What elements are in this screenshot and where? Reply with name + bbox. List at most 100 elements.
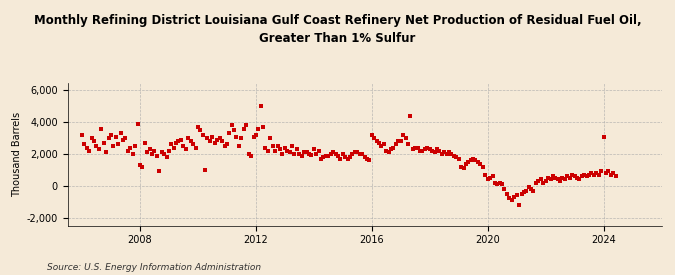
Point [533, 179, 544, 183]
Point [425, 147, 435, 152]
Point [159, 152, 169, 156]
Point [443, 150, 454, 155]
Point [499, 187, 510, 191]
Point [352, 150, 362, 155]
Point [454, 156, 464, 161]
Point [224, 131, 235, 136]
Point [591, 171, 601, 175]
Point [523, 185, 534, 189]
Point [567, 172, 578, 177]
Point [338, 152, 348, 156]
Point [516, 191, 527, 196]
Point [258, 125, 269, 129]
Point [385, 147, 396, 152]
Point [470, 158, 481, 163]
Point [132, 122, 143, 126]
Point [221, 142, 232, 147]
Point [134, 163, 145, 167]
Point [318, 155, 329, 160]
Point [272, 144, 283, 148]
Point [79, 142, 90, 147]
Point [287, 144, 298, 148]
Point [547, 174, 558, 178]
Point [117, 138, 128, 142]
Point [178, 144, 189, 148]
Point [157, 150, 167, 155]
Point [422, 145, 433, 150]
Point [281, 148, 292, 153]
Point [390, 142, 401, 147]
Point [316, 156, 327, 161]
Point [540, 179, 551, 183]
Point [589, 172, 599, 177]
Point [410, 145, 421, 150]
Point [576, 174, 587, 178]
Point [381, 148, 392, 153]
Point [601, 171, 612, 175]
Point [171, 141, 182, 145]
Point [202, 136, 213, 140]
Point [333, 153, 344, 158]
Point [427, 148, 437, 153]
Point [485, 176, 495, 180]
Point [294, 152, 304, 156]
Point [398, 133, 408, 137]
Point [555, 179, 566, 183]
Point [596, 169, 607, 174]
Point [487, 174, 498, 178]
Point [359, 155, 370, 160]
Point [482, 177, 493, 182]
Point [419, 147, 430, 152]
Point [578, 172, 589, 177]
Point [308, 147, 319, 152]
Point [328, 150, 339, 155]
Point [197, 133, 208, 137]
Point [581, 174, 592, 178]
Point [569, 174, 580, 178]
Point [456, 164, 466, 169]
Point [137, 164, 148, 169]
Point [572, 176, 583, 180]
Point [502, 191, 512, 196]
Point [538, 180, 549, 185]
Point [458, 166, 469, 170]
Point [412, 145, 423, 150]
Point [376, 144, 387, 148]
Point [163, 148, 174, 153]
Point [292, 147, 302, 152]
Point [364, 158, 375, 163]
Point [115, 131, 126, 136]
Point [88, 139, 99, 144]
Point [383, 150, 394, 155]
Point [361, 156, 372, 161]
Point [125, 145, 136, 150]
Point [241, 123, 252, 128]
Point [357, 152, 368, 156]
Point [205, 139, 215, 144]
Point [475, 161, 486, 166]
Point [183, 136, 194, 140]
Point [434, 148, 445, 153]
Point [448, 153, 459, 158]
Point [506, 198, 517, 202]
Point [574, 177, 585, 182]
Point [549, 176, 560, 180]
Point [169, 145, 180, 150]
Point [93, 147, 104, 152]
Point [586, 171, 597, 175]
Point [105, 133, 116, 137]
Point [306, 153, 317, 157]
Point [195, 128, 206, 132]
Point [188, 142, 198, 147]
Point [545, 177, 556, 182]
Point [514, 203, 524, 207]
Point [279, 145, 290, 150]
Point [373, 141, 384, 145]
Point [557, 176, 568, 180]
Point [441, 152, 452, 156]
Point [439, 150, 450, 155]
Point [526, 187, 537, 191]
Point [405, 114, 416, 118]
Point [417, 148, 428, 153]
Point [246, 153, 256, 158]
